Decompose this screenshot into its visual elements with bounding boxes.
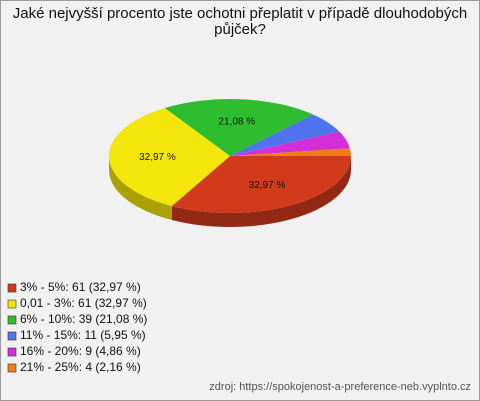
- slice-label: 32,97 %: [139, 152, 176, 163]
- legend-label: 21% - 25%: 4 (2,16 %): [20, 360, 141, 374]
- legend-label: 0,01 - 3%: 61 (32,97 %): [20, 296, 147, 310]
- pie-slice: [164, 99, 313, 156]
- pie-slice: [230, 131, 350, 156]
- pie-side: [171, 156, 351, 227]
- legend-swatch: [7, 315, 17, 325]
- legend-label: 16% - 20%: 9 (4,86 %): [20, 344, 141, 358]
- chart-title: Jaké nejvyšší procento jste ochotni přep…: [12, 5, 468, 38]
- legend-swatch: [7, 347, 17, 357]
- source: zdroj: https://spokojenost-a-preference-…: [209, 381, 471, 393]
- pie-slice: [230, 148, 351, 156]
- slice-label: 32,97 %: [249, 180, 286, 191]
- legend-swatch: [7, 363, 17, 373]
- legend-label: 3% - 5%: 61 (32,97 %): [20, 280, 141, 294]
- legend-label: 11% - 15%: 11 (5,95 %): [20, 328, 146, 342]
- pie-slice: [230, 114, 340, 156]
- legend-swatch: [7, 331, 17, 341]
- slice-label: 21,08 %: [218, 117, 255, 128]
- legend-swatch: [7, 299, 17, 309]
- legend-label: 6% - 10%: 39 (21,08 %): [20, 312, 147, 326]
- legend-swatch: [7, 283, 17, 293]
- pie-slice: [171, 156, 351, 213]
- pie-side: [109, 156, 172, 220]
- pie-slice: [108, 107, 230, 206]
